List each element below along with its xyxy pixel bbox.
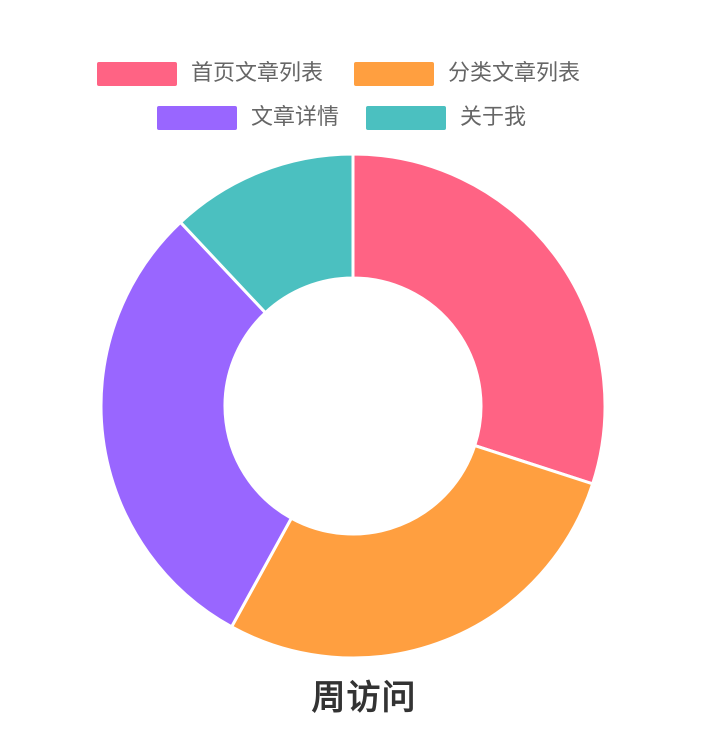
legend: 首页文章列表 分类文章列表 文章详情 关于我 xyxy=(0,0,728,150)
legend-swatch-homepage-article-list xyxy=(97,62,177,86)
donut-slice-3[interactable] xyxy=(178,152,355,315)
donut-slice-1[interactable] xyxy=(229,443,595,660)
legend-item-article-detail[interactable]: 文章详情 xyxy=(157,104,339,132)
legend-item-homepage-article-list[interactable]: 首页文章列表 xyxy=(97,60,323,88)
donut-slices xyxy=(99,152,607,660)
donut-slice-0[interactable] xyxy=(351,152,607,486)
legend-item-about-me[interactable]: 关于我 xyxy=(366,104,526,132)
chart-title: 周访问 xyxy=(311,678,417,718)
legend-label-about-me: 关于我 xyxy=(460,105,527,130)
legend-swatch-about-me xyxy=(366,106,446,130)
legend-swatch-category-article-list xyxy=(354,62,434,86)
legend-label-homepage-article-list: 首页文章列表 xyxy=(191,61,324,86)
donut-slice-2[interactable] xyxy=(99,220,294,629)
legend-label-category-article-list: 分类文章列表 xyxy=(448,61,581,86)
legend-swatch-article-detail xyxy=(157,106,237,130)
legend-label-article-detail: 文章详情 xyxy=(251,105,340,130)
legend-item-category-article-list[interactable]: 分类文章列表 xyxy=(354,60,580,88)
